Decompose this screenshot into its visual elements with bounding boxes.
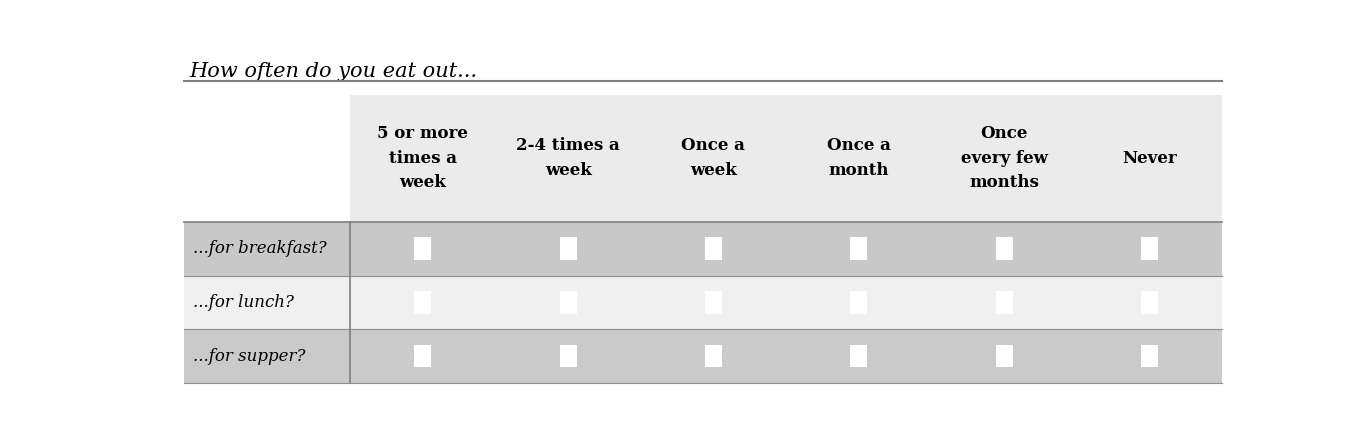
FancyBboxPatch shape bbox=[996, 237, 1013, 260]
FancyBboxPatch shape bbox=[705, 237, 722, 260]
FancyBboxPatch shape bbox=[414, 291, 431, 314]
FancyBboxPatch shape bbox=[184, 95, 350, 222]
FancyBboxPatch shape bbox=[184, 329, 1222, 383]
FancyBboxPatch shape bbox=[851, 345, 867, 368]
FancyBboxPatch shape bbox=[184, 222, 1222, 276]
Text: Once a
week: Once a week bbox=[682, 137, 745, 179]
FancyBboxPatch shape bbox=[184, 276, 1222, 329]
FancyBboxPatch shape bbox=[560, 345, 576, 368]
FancyBboxPatch shape bbox=[414, 345, 431, 368]
Text: ...for lunch?: ...for lunch? bbox=[192, 294, 294, 311]
FancyBboxPatch shape bbox=[560, 291, 576, 314]
FancyBboxPatch shape bbox=[1142, 345, 1158, 368]
FancyBboxPatch shape bbox=[851, 291, 867, 314]
Text: Once a
month: Once a month bbox=[827, 137, 890, 179]
Text: Never: Never bbox=[1122, 150, 1177, 167]
FancyBboxPatch shape bbox=[851, 237, 867, 260]
FancyBboxPatch shape bbox=[996, 291, 1013, 314]
Text: 5 or more
times a
week: 5 or more times a week bbox=[377, 125, 468, 191]
FancyBboxPatch shape bbox=[705, 345, 722, 368]
Text: 2-4 times a
week: 2-4 times a week bbox=[516, 137, 620, 179]
Text: How often do you eat out...: How often do you eat out... bbox=[189, 62, 477, 81]
FancyBboxPatch shape bbox=[1142, 237, 1158, 260]
Text: ...for breakfast?: ...for breakfast? bbox=[192, 240, 327, 257]
FancyBboxPatch shape bbox=[1142, 291, 1158, 314]
FancyBboxPatch shape bbox=[414, 237, 431, 260]
FancyBboxPatch shape bbox=[705, 291, 722, 314]
FancyBboxPatch shape bbox=[560, 237, 576, 260]
Text: Once
every few
months: Once every few months bbox=[960, 125, 1047, 191]
Text: ...for supper?: ...for supper? bbox=[192, 348, 305, 365]
FancyBboxPatch shape bbox=[996, 345, 1013, 368]
FancyBboxPatch shape bbox=[184, 95, 1222, 222]
